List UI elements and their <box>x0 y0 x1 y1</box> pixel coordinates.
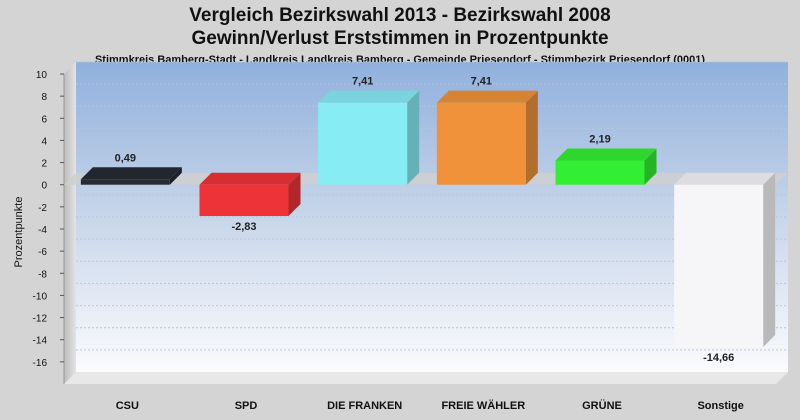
y-tick-label: 4 <box>41 136 47 147</box>
bar-value-label: 0,49 <box>115 152 136 164</box>
y-tick-label: 6 <box>41 114 47 125</box>
y-tick-label: -2 <box>38 203 47 214</box>
bar-top <box>318 90 420 103</box>
bar-side <box>525 90 538 185</box>
x-category-label: CSU <box>116 400 139 412</box>
x-category-label: DIE FRANKEN <box>327 400 402 412</box>
bar-top <box>674 172 776 185</box>
bar-front <box>80 179 170 185</box>
bar-side <box>763 172 776 348</box>
bar-sonstige: -14,66 <box>674 172 776 364</box>
bar-value-label: -14,66 <box>703 352 734 364</box>
bar-top <box>436 90 538 103</box>
bar-side <box>288 172 301 217</box>
bar-die-franken: 7,41 <box>318 76 420 185</box>
y-tick-label: -10 <box>33 291 48 302</box>
y-tick-label: 0 <box>41 181 47 192</box>
bar-top <box>80 167 182 180</box>
bar-side <box>407 90 420 185</box>
x-category-label: FREIE WÄHLER <box>441 399 525 412</box>
y-tick-label: -8 <box>38 269 47 280</box>
x-category-label: SPD <box>235 400 258 412</box>
bar-value-label: 7,41 <box>352 76 373 88</box>
x-category-label: GRÜNE <box>582 399 622 412</box>
bar-value-label: 7,41 <box>471 76 492 88</box>
plot-side-wall <box>64 62 76 384</box>
bar-value-label: -2,83 <box>231 221 256 233</box>
bar-side <box>169 167 182 185</box>
bar-front <box>199 184 289 217</box>
chart-subtitle: Gewinn/Verlust Erststimmen in Prozentpun… <box>191 28 609 49</box>
plot-floor <box>64 372 788 384</box>
x-category-label: Sonstige <box>697 400 743 412</box>
bar-front <box>555 160 645 185</box>
chart-title: Vergleich Bezirkswahl 2013 - Bezirkswahl… <box>189 5 611 26</box>
bar-front <box>436 102 526 185</box>
bar-front <box>318 102 408 185</box>
bar-top <box>199 172 301 185</box>
y-tick-label: 10 <box>36 70 48 81</box>
y-tick-label: 8 <box>41 92 47 103</box>
bar-spd: -2,83 <box>199 172 301 233</box>
bar-side <box>644 148 657 185</box>
bar-top <box>555 148 657 161</box>
bar-grüne: 2,19 <box>555 133 657 185</box>
y-tick-label: -16 <box>33 358 48 369</box>
y-tick-label: -12 <box>33 314 48 325</box>
bar-front <box>674 184 764 348</box>
bar-value-label: 2,19 <box>589 133 610 145</box>
y-tick-label: 2 <box>41 159 47 170</box>
bar-freie-wähler: 7,41 <box>436 76 538 185</box>
y-tick-label: -14 <box>33 336 48 347</box>
bar-csu: 0,49 <box>80 152 182 185</box>
y-tick-label: -4 <box>38 225 47 236</box>
y-tick-label: -6 <box>38 247 47 258</box>
